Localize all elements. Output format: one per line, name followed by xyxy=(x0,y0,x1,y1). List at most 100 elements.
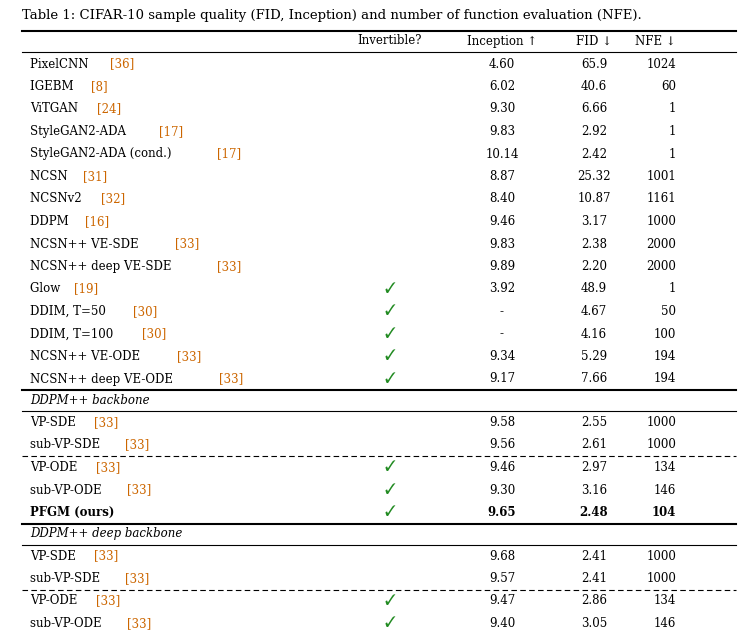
Text: PFGM (ours): PFGM (ours) xyxy=(30,506,119,519)
Text: [33]: [33] xyxy=(127,484,151,496)
Text: 9.57: 9.57 xyxy=(489,572,515,585)
Text: 146: 146 xyxy=(653,617,676,630)
Text: 10.14: 10.14 xyxy=(485,147,519,161)
Text: 60: 60 xyxy=(661,80,676,93)
Text: 9.40: 9.40 xyxy=(489,617,515,630)
Text: [33]: [33] xyxy=(126,572,150,585)
Text: Invertible?: Invertible? xyxy=(358,34,423,47)
Text: 9.30: 9.30 xyxy=(489,484,515,496)
Text: [33]: [33] xyxy=(126,438,150,452)
Text: ✗: ✗ xyxy=(388,126,392,137)
Text: [24]: [24] xyxy=(97,103,121,115)
Text: ✗: ✗ xyxy=(388,216,392,227)
Text: 3.05: 3.05 xyxy=(581,617,607,630)
Text: 1024: 1024 xyxy=(646,57,676,71)
Text: ✗: ✗ xyxy=(388,80,392,93)
Text: PixelCNN: PixelCNN xyxy=(30,57,92,71)
Text: [33]: [33] xyxy=(94,549,118,563)
Text: [17]: [17] xyxy=(217,147,241,161)
Text: [33]: [33] xyxy=(217,260,241,273)
Text: 9.58: 9.58 xyxy=(489,416,515,429)
Text: 7.66: 7.66 xyxy=(581,373,607,385)
Text: ✓: ✓ xyxy=(384,506,396,519)
Text: sub-VP-SDE: sub-VP-SDE xyxy=(30,572,104,585)
Text: 146: 146 xyxy=(653,484,676,496)
Text: ✗: ✗ xyxy=(388,148,392,160)
Text: 8.40: 8.40 xyxy=(489,193,515,205)
Text: 1000: 1000 xyxy=(646,572,676,585)
Text: 2.41: 2.41 xyxy=(581,572,607,585)
Text: 1000: 1000 xyxy=(646,438,676,452)
Text: 65.9: 65.9 xyxy=(581,57,607,71)
Text: 3.92: 3.92 xyxy=(489,283,515,295)
Text: Inception ↑: Inception ↑ xyxy=(467,34,537,47)
Text: 48.9: 48.9 xyxy=(581,283,607,295)
Text: 2000: 2000 xyxy=(646,237,676,251)
Text: [33]: [33] xyxy=(127,617,151,630)
Text: 4.67: 4.67 xyxy=(581,305,607,318)
Text: 100: 100 xyxy=(653,327,676,341)
Text: 9.83: 9.83 xyxy=(489,125,515,138)
Text: 1001: 1001 xyxy=(646,170,676,183)
Text: 2.42: 2.42 xyxy=(581,147,607,161)
Text: 9.17: 9.17 xyxy=(489,373,515,385)
Text: ✓: ✓ xyxy=(384,595,396,608)
Text: 2.55: 2.55 xyxy=(581,416,607,429)
Text: sub-VP-ODE: sub-VP-ODE xyxy=(30,617,105,630)
Text: 2.92: 2.92 xyxy=(581,125,607,138)
Text: IGEBM: IGEBM xyxy=(30,80,77,93)
Text: ✓: ✓ xyxy=(384,484,396,497)
Text: StyleGAN2-ADA (cond.): StyleGAN2-ADA (cond.) xyxy=(30,147,175,161)
Text: 134: 134 xyxy=(653,595,676,607)
Text: [19]: [19] xyxy=(74,283,98,295)
Text: 3.16: 3.16 xyxy=(581,484,607,496)
Text: [33]: [33] xyxy=(96,595,120,607)
Text: 1: 1 xyxy=(669,147,676,161)
Text: 2.61: 2.61 xyxy=(581,438,607,452)
Text: ✓: ✓ xyxy=(384,282,396,295)
Text: DDPM: DDPM xyxy=(30,215,72,228)
Text: ✓: ✓ xyxy=(384,327,396,341)
Text: 2.38: 2.38 xyxy=(581,237,607,251)
Text: VP-ODE: VP-ODE xyxy=(30,595,81,607)
Text: 1: 1 xyxy=(669,125,676,138)
Text: ✗: ✗ xyxy=(388,193,392,205)
Text: VP-ODE: VP-ODE xyxy=(30,461,81,474)
Text: ✗: ✗ xyxy=(388,238,392,250)
Text: 9.83: 9.83 xyxy=(489,237,515,251)
Text: 6.02: 6.02 xyxy=(489,80,515,93)
Text: 1: 1 xyxy=(669,283,676,295)
Text: FID ↓: FID ↓ xyxy=(576,34,612,47)
Text: 2.86: 2.86 xyxy=(581,595,607,607)
Text: ✗: ✗ xyxy=(388,260,392,272)
Text: 104: 104 xyxy=(652,506,676,519)
Text: 194: 194 xyxy=(653,350,676,363)
Text: 1161: 1161 xyxy=(647,193,676,205)
Text: ✓: ✓ xyxy=(384,350,396,363)
Text: NCSN: NCSN xyxy=(30,170,71,183)
Text: ✗: ✗ xyxy=(388,439,392,451)
Text: 4.60: 4.60 xyxy=(489,57,515,71)
Text: NCSN++ VE-ODE: NCSN++ VE-ODE xyxy=(30,350,144,363)
Text: NFE ↓: NFE ↓ xyxy=(635,34,676,47)
Text: 1000: 1000 xyxy=(646,549,676,563)
Text: [33]: [33] xyxy=(220,373,244,385)
Text: 134: 134 xyxy=(653,461,676,474)
Text: ✗: ✗ xyxy=(388,573,392,584)
Text: StyleGAN2-ADA: StyleGAN2-ADA xyxy=(30,125,130,138)
Text: -: - xyxy=(500,327,504,341)
Text: ✓: ✓ xyxy=(384,461,396,474)
Text: 3.17: 3.17 xyxy=(581,215,607,228)
Text: 6.66: 6.66 xyxy=(581,103,607,115)
Text: VP-SDE: VP-SDE xyxy=(30,416,80,429)
Text: 4.16: 4.16 xyxy=(581,327,607,341)
Text: 5.29: 5.29 xyxy=(581,350,607,363)
Text: [33]: [33] xyxy=(94,416,118,429)
Text: [33]: [33] xyxy=(175,237,199,251)
Text: 2.97: 2.97 xyxy=(581,461,607,474)
Text: 1000: 1000 xyxy=(646,416,676,429)
Text: -: - xyxy=(500,305,504,318)
Text: 9.34: 9.34 xyxy=(489,350,515,363)
Text: 8.87: 8.87 xyxy=(489,170,515,183)
Text: [32]: [32] xyxy=(102,193,126,205)
